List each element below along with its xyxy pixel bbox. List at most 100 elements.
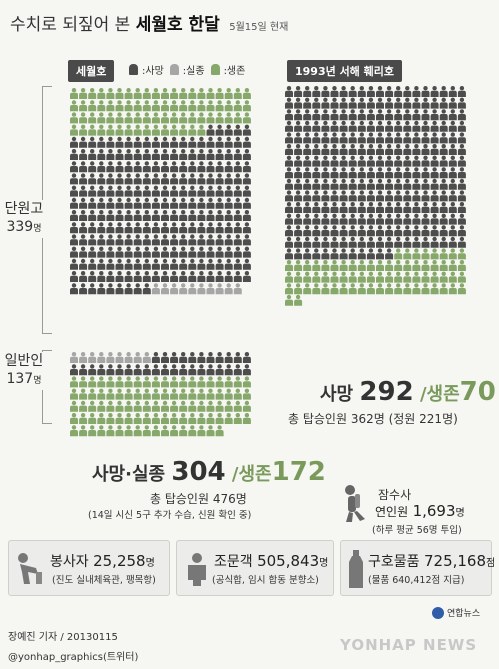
seohae-person-dead (366, 144, 375, 155)
sewol-dead-missing-label: 사망·실종 (92, 464, 166, 485)
seohae-person-dead (321, 190, 330, 202)
seohae-person-dead (294, 213, 303, 225)
general-person-survived (179, 425, 188, 437)
seohae-person-dead (285, 236, 293, 248)
danwon-person-dead (215, 136, 224, 148)
seohae-person-survived (412, 260, 421, 271)
seohae-person-dead (439, 178, 448, 190)
general-person-survived (70, 376, 78, 388)
seohae-person-dead (294, 155, 303, 167)
danwon-person-dead (142, 246, 151, 258)
danwon-person-dead (161, 222, 169, 234)
seohae-person-dead (339, 202, 348, 213)
seohae-person-survived (430, 283, 439, 295)
seohae-person-dead (303, 248, 312, 260)
danwon-person-dead (97, 185, 106, 197)
seohae-person-dead (376, 225, 384, 237)
danwon-person-dead (79, 222, 88, 234)
danwon-person-survived (88, 112, 97, 124)
general-person-survived (224, 413, 233, 424)
seohae-person-dead (294, 109, 303, 121)
seohae-person-dead (303, 155, 312, 167)
general-person-survived (215, 425, 224, 437)
danwon-person-dead (206, 136, 215, 148)
general-person-survived (142, 400, 151, 412)
seohae-person-dead (366, 97, 375, 109)
seohae-person-dead (303, 97, 312, 109)
seohae-person-survived (348, 271, 357, 283)
seohae-person-dead (457, 144, 466, 155)
title-bold: 세월호 한달 (135, 15, 220, 35)
title-plain: 수치로 되짚어 본 (10, 15, 131, 35)
danwon-person-dead (224, 234, 233, 246)
seohae-person-dead (376, 97, 384, 109)
danwon-person-survived (142, 88, 151, 99)
stat-volunteers-main: 봉사자 25,258명 (50, 551, 155, 571)
danwon-person-dead (124, 210, 133, 221)
seohae-person-dead (348, 248, 357, 260)
danwon-person-survived (133, 100, 142, 112)
seohae-person-dead (285, 155, 293, 167)
danwon-person-dead (79, 258, 88, 270)
general-person-missing (88, 352, 97, 363)
seohae-person-dead (421, 178, 430, 190)
seohae-person-survived (439, 283, 448, 295)
seohae-person-dead (285, 225, 293, 237)
seohae-person-dead (285, 213, 293, 225)
seohae-person-dead (403, 213, 412, 225)
seohae-person-survived (376, 283, 384, 295)
danwon-person-dead (97, 136, 106, 148)
general-person-survived (179, 400, 188, 412)
seohae-person-dead (430, 225, 439, 237)
seohae-person-dead (312, 236, 321, 248)
danwon-person-dead (115, 185, 124, 197)
danwon-person-dead (70, 234, 78, 246)
seohae-person-survived (403, 283, 412, 295)
danwon-person-dead (115, 136, 124, 148)
danwon-person-survived (206, 112, 215, 124)
seohae-person-dead (376, 248, 384, 260)
seohae-person-dead (421, 155, 430, 167)
danwon-person-dead (206, 246, 215, 258)
danwon-person-dead (197, 222, 206, 234)
general-person-survived (97, 413, 106, 424)
danwon-person-dead (242, 222, 251, 234)
seohae-survived-value: 70 (459, 377, 496, 407)
danwon-person-dead (133, 283, 142, 295)
danwon-person-dead (106, 197, 115, 209)
seohae-person-dead (412, 236, 421, 248)
seohae-person-survived (312, 260, 321, 271)
seohae-person-dead (294, 167, 303, 179)
seohae-person-survived (348, 283, 357, 295)
seohae-person-dead (348, 190, 357, 202)
seohae-person-dead (376, 213, 384, 225)
seohae-person-survived (403, 260, 412, 271)
seohae-person-dead (303, 225, 312, 237)
seohae-person-dead (285, 132, 293, 144)
stat-relief-main: 구호물품 725,168점 (368, 551, 495, 571)
seohae-person-dead (394, 190, 403, 202)
seohae-survived: /생존70 (420, 377, 496, 407)
seohae-person-survived (357, 260, 366, 271)
seohae-person-dead (348, 86, 357, 97)
danwon-person-dead (161, 149, 169, 160)
seohae-person-dead (439, 86, 448, 97)
general-person-survived (179, 376, 188, 388)
danwon-person-dead (233, 161, 242, 173)
general-person-dead (188, 352, 197, 363)
danwon-person-dead (224, 185, 233, 197)
danwon-person-survived (170, 100, 179, 112)
danwon-person-dead (179, 173, 188, 185)
general-person-survived (179, 388, 188, 400)
general-name: 일반인 (4, 353, 44, 369)
danwon-person-missing (161, 283, 169, 295)
seohae-person-dead (366, 190, 375, 202)
seohae-person-dead (294, 225, 303, 237)
seohae-person-dead (339, 213, 348, 225)
danwon-person-dead (79, 161, 88, 173)
seohae-person-dead (366, 248, 375, 260)
danwon-person-dead (161, 246, 169, 258)
seohae-person-dead (385, 97, 394, 109)
danwon-person-dead (242, 210, 251, 221)
danwon-person-dead (115, 246, 124, 258)
